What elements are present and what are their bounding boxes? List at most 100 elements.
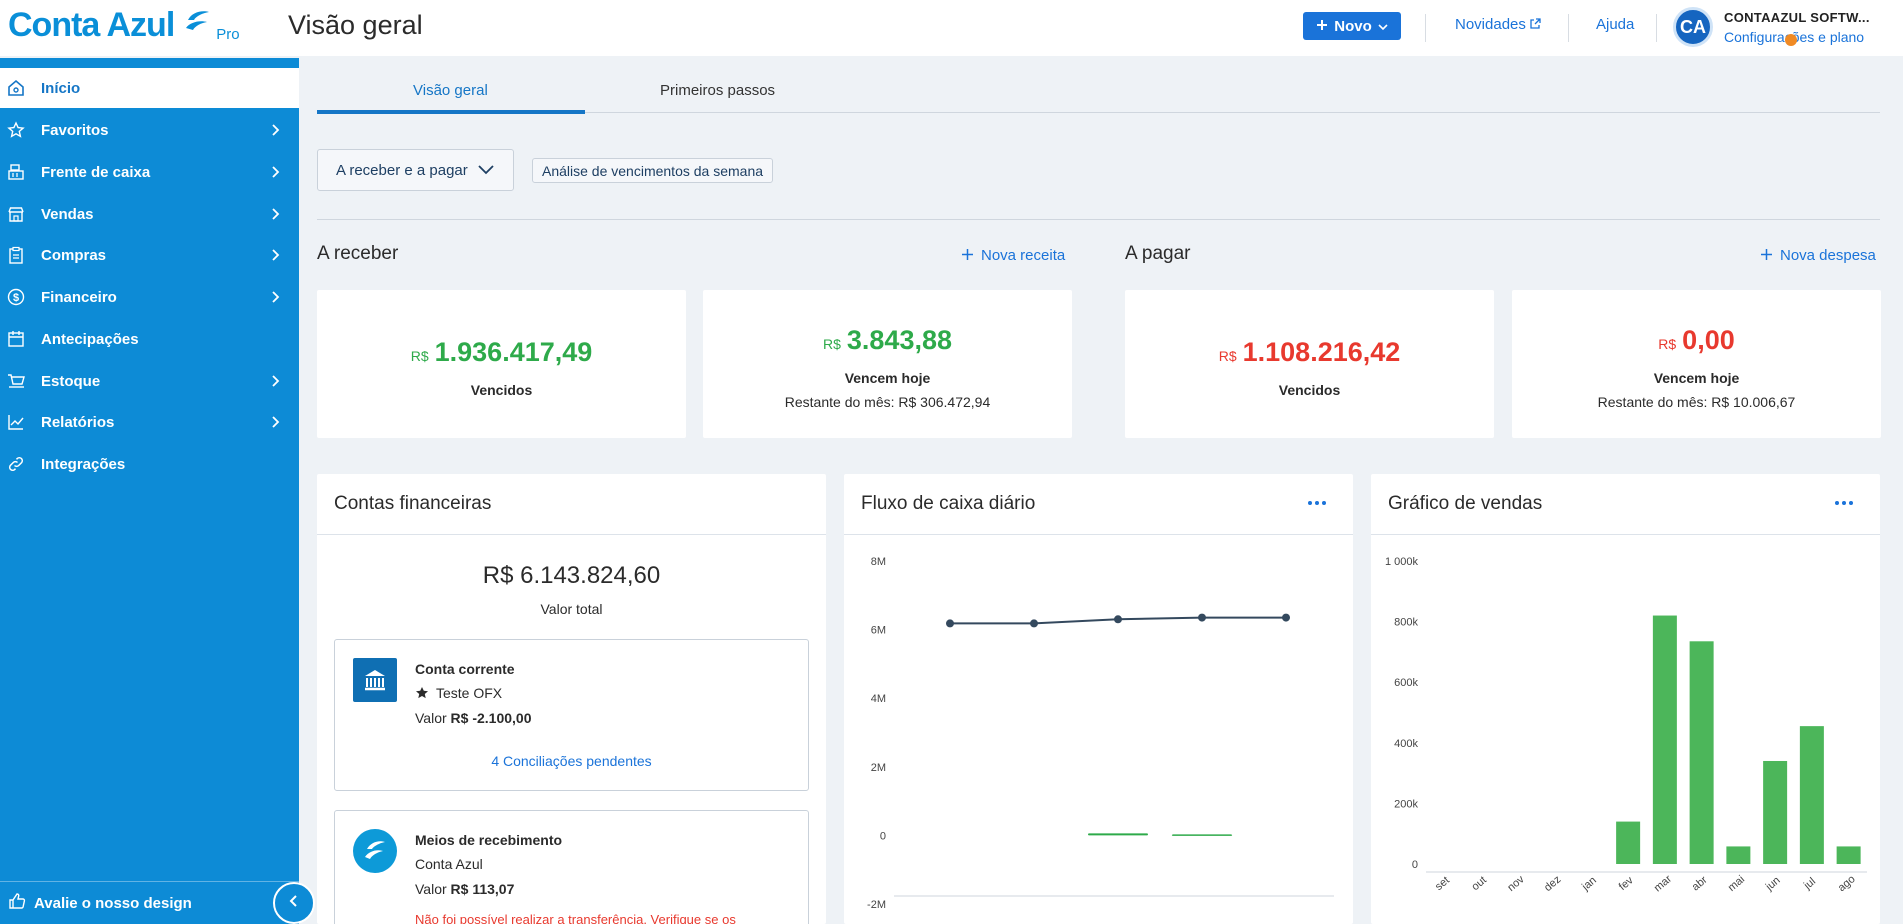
new-button[interactable]: Novo [1303, 12, 1401, 40]
sales-bar[interactable] [1836, 846, 1861, 864]
x-tick-label: out [1469, 874, 1488, 893]
payable-today-label: Vencem hoje [1653, 370, 1740, 386]
sidebar-item-label: Favoritos [41, 121, 109, 139]
x-tick-label: mar [1652, 873, 1674, 895]
sidebar-item-integracoes[interactable]: Integrações [0, 444, 299, 484]
receivable-payable-select[interactable]: A receber e a pagar [317, 149, 514, 191]
divider [1568, 14, 1569, 42]
sales-bar[interactable] [1616, 821, 1641, 864]
x-tick-label: nov [1505, 873, 1527, 894]
cashflow-point[interactable] [1114, 615, 1122, 624]
clipboard-icon [6, 245, 26, 265]
bank-icon [353, 658, 397, 702]
chevron-right-icon [268, 415, 282, 429]
collapse-sidebar-button[interactable] [273, 882, 315, 924]
feedback-label: Avalie o nosso design [34, 894, 192, 912]
company-name[interactable]: CONTAAZUL SOFTW... [1724, 10, 1870, 25]
y-tick-label: 1 000k [1385, 556, 1419, 568]
receivable-title: A receber [317, 243, 399, 264]
payable-overdue-label: Vencidos [1278, 382, 1341, 398]
link-icon [6, 454, 26, 474]
feedback-button[interactable]: Avalie o nosso design [0, 881, 299, 924]
sidebar-item-frente-de-caixa[interactable]: Frente de caixa [0, 152, 299, 192]
chevron-right-icon [268, 123, 282, 137]
dollar-circle-icon: $ [6, 287, 26, 307]
sales-bar[interactable] [1689, 641, 1714, 864]
panel-header: Contas financeiras [317, 474, 826, 535]
sidebar-item-inicio[interactable]: Início [0, 68, 299, 108]
payable-today-card[interactable]: R$ 0,00 Vencem hoje Restante do mês: R$ 1… [1512, 290, 1881, 438]
transfer-error-message: Não foi possível realizar a transferênci… [415, 912, 736, 924]
plus-icon [962, 247, 973, 264]
payable-title: A pagar [1125, 243, 1191, 264]
sidebar-item-label: Início [41, 79, 81, 97]
divider [1425, 14, 1426, 42]
plus-icon [1761, 247, 1772, 264]
y-tick-label: -2M [867, 899, 886, 911]
pending-reconciliations-link[interactable]: 4 Conciliações pendentes [491, 753, 652, 769]
active-tab-indicator [317, 110, 585, 114]
news-link[interactable]: Novidades [1455, 16, 1541, 33]
sidebar-item-relatorios[interactable]: Relatórios [0, 402, 299, 442]
receiving-provider: Conta Azul [415, 856, 483, 872]
payable-overdue-card[interactable]: R$ 1.108.216,42 Vencidos [1125, 290, 1494, 438]
sidebar-item-label: Vendas [41, 205, 94, 223]
receiving-methods-card[interactable]: Meios de recebimento Conta Azul Valor R$… [334, 810, 809, 924]
receivable-today-amount: R$ 3.843,88 [822, 325, 952, 355]
x-tick-label: fev [1617, 874, 1636, 893]
sidebar-item-antecipacoes[interactable]: Antecipações [0, 319, 299, 359]
sidebar-item-financeiro[interactable]: $ Financeiro [0, 277, 299, 317]
news-link-label: Novidades [1455, 16, 1526, 33]
brand-tier: Pro [216, 26, 240, 43]
cashflow-bar[interactable] [1088, 833, 1148, 836]
new-button-label: Novo [1334, 17, 1372, 35]
tab-bar: Visão geral Primeiros passos [317, 72, 1880, 114]
sidebar-item-compras[interactable]: Compras [0, 235, 299, 275]
avatar[interactable]: CA [1673, 7, 1713, 47]
sales-bar[interactable] [1726, 846, 1751, 864]
cashflow-point[interactable] [1198, 613, 1206, 622]
panel-header: Fluxo de caixa diário [844, 474, 1353, 535]
cashflow-title: Fluxo de caixa diário [861, 493, 1036, 514]
cashflow-point[interactable] [1030, 619, 1038, 628]
chevron-left-icon [287, 894, 301, 913]
brand-logo[interactable]: Conta Azul Pro [8, 6, 240, 45]
top-bar: Conta Azul Pro Visão geral Novo Novidade… [0, 0, 1903, 56]
sidebar-item-vendas[interactable]: Vendas [0, 194, 299, 234]
checking-bank-name: Teste OFX [436, 685, 503, 701]
week-analysis-button[interactable]: Análise de vencimentos da semana [532, 158, 774, 183]
conta-azul-icon [353, 829, 397, 873]
sidebar-item-estoque[interactable]: Estoque [0, 361, 299, 401]
x-tick-label: dez [1542, 873, 1563, 894]
x-tick-label: jun [1763, 874, 1783, 893]
sales-bar[interactable] [1763, 760, 1788, 864]
x-tick-label: set [1433, 874, 1452, 893]
sidebar-item-favoritos[interactable]: Favoritos [0, 110, 299, 150]
cashflow-point[interactable] [946, 619, 954, 628]
cashflow-bar[interactable] [1172, 834, 1232, 836]
tab-primeiros-passos[interactable]: Primeiros passos [660, 82, 776, 99]
tab-visao-geral[interactable]: Visão geral [413, 82, 488, 99]
y-tick-label: 400k [1394, 738, 1418, 750]
more-options-icon[interactable] [1308, 501, 1326, 505]
checking-account-card[interactable]: Conta corrente Teste OFX Valor R$ -2.100… [334, 639, 809, 791]
chevron-right-icon [268, 207, 282, 221]
sales-bar[interactable] [1799, 726, 1824, 864]
new-expense-button[interactable]: Nova despesa [1761, 247, 1876, 264]
more-options-icon[interactable] [1835, 501, 1853, 505]
receivable-overdue-card[interactable]: R$ 1.936.417,49 Vencidos [317, 290, 686, 438]
chevron-down-icon [478, 162, 494, 179]
x-tick-label: mai [1726, 873, 1747, 894]
payable-today-amount: R$ 0,00 [1658, 325, 1735, 355]
cashflow-point[interactable] [1282, 613, 1290, 622]
receivable-today-card[interactable]: R$ 3.843,88 Vencem hoje Restante do mês: … [703, 290, 1072, 438]
receiving-methods-name: Meios de recebimento [415, 832, 563, 848]
help-link[interactable]: Ajuda [1596, 16, 1635, 33]
divider [317, 219, 1880, 220]
store-icon [6, 204, 26, 224]
sales-bar[interactable] [1652, 615, 1677, 864]
new-revenue-button[interactable]: Nova receita [962, 247, 1065, 264]
external-link-icon [1530, 16, 1541, 33]
notification-dot [1785, 34, 1797, 46]
thumbs-up-icon [8, 892, 26, 914]
